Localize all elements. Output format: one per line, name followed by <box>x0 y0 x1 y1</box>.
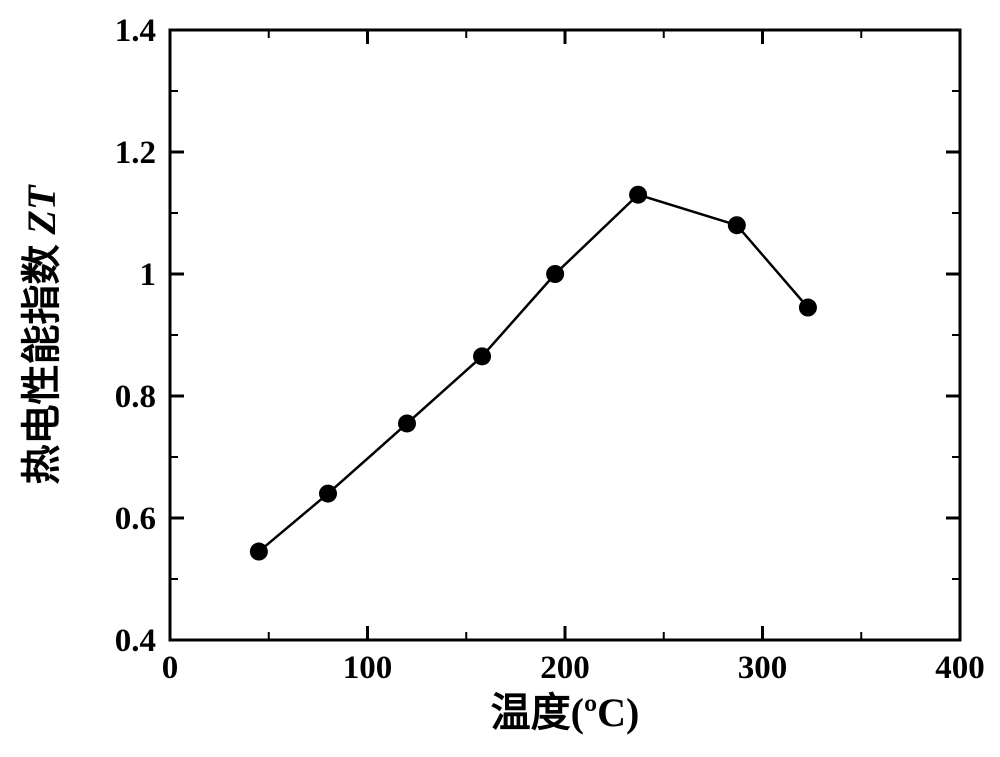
data-point <box>546 265 564 283</box>
x-tick-label: 200 <box>540 650 590 686</box>
x-tick-label: 400 <box>935 650 985 686</box>
data-point <box>398 414 416 432</box>
x-tick-label: 0 <box>162 650 179 686</box>
data-point <box>250 543 268 561</box>
data-point <box>629 186 647 204</box>
y-tick-label: 1.4 <box>115 13 156 49</box>
data-point <box>799 299 817 317</box>
x-tick-label: 100 <box>343 650 393 686</box>
y-tick-label: 0.4 <box>115 623 156 659</box>
plot-border <box>170 30 960 640</box>
series-line <box>259 195 808 552</box>
y-tick-label: 0.8 <box>115 379 156 415</box>
data-point <box>319 485 337 503</box>
chart-container: 0 100 200 300 400 0.4 0.6 0.8 1 1.2 1.4 温度(ºC) 热电性能指… <box>0 0 1000 757</box>
data-point <box>728 216 746 234</box>
y-tick-label: 0.6 <box>115 501 156 537</box>
y-tick-label: 1.2 <box>115 135 156 171</box>
y-tick-label: 1 <box>140 257 157 293</box>
x-tick-label: 300 <box>738 650 788 686</box>
chart-svg: 0 100 200 300 400 0.4 0.6 0.8 1 1.2 1.4 温度(ºC) 热电性能指… <box>0 0 1000 757</box>
data-point <box>473 347 491 365</box>
x-axis-title: 温度(ºC) <box>491 690 640 735</box>
y-axis-title: 热电性能指数 ZT <box>19 184 64 484</box>
